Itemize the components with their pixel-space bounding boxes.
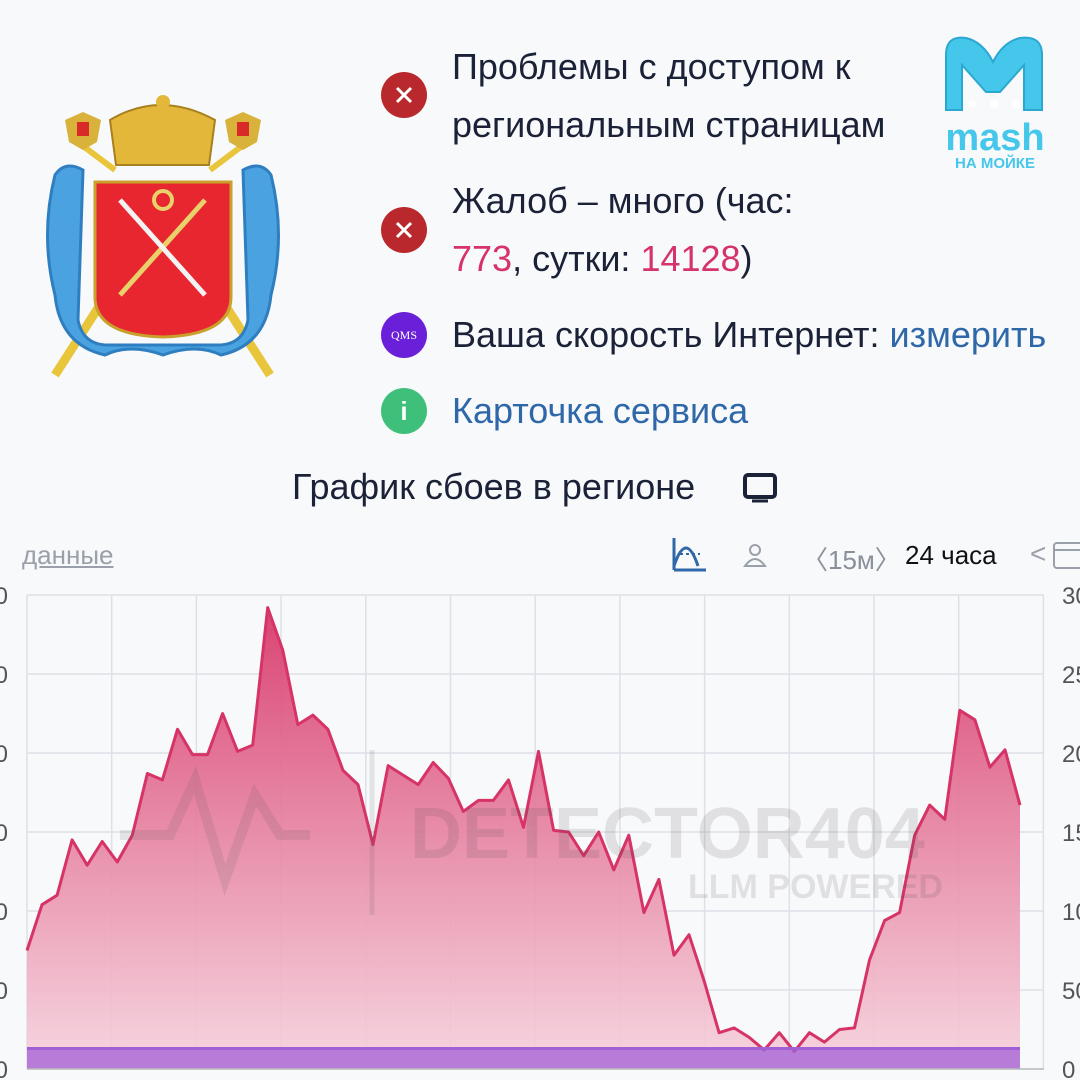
prev-button[interactable]: < <box>1030 538 1047 569</box>
watermark-title: DETECTOR404 <box>410 794 925 874</box>
y2-tick-label: 200 <box>1062 741 1080 768</box>
error-icon <box>381 72 427 118</box>
user-button[interactable] <box>742 542 768 568</box>
monitor-icon <box>743 473 777 503</box>
status-text: Ваша скорость Интернет: измерить <box>452 306 1046 364</box>
logo-brand: mash <box>945 117 1044 159</box>
chart: 0 0 50 50 100 100 150 150 200 200 250 250 300 300 DET… <box>0 583 1080 1080</box>
interval-button[interactable]: 〈15м〉 <box>802 545 901 575</box>
y2-tick-label: 250 <box>1062 662 1080 689</box>
y-tick-label: 100 <box>0 899 8 926</box>
status-text: Проблемы с доступом к региональным страни… <box>452 38 885 154</box>
hour-count: 773 <box>452 238 513 279</box>
y2-tick-label: 100 <box>1062 899 1080 926</box>
y-tick-label: 200 <box>0 741 8 768</box>
status-line: Ваша скорость Интернет: <box>452 314 880 355</box>
logo-sub: НА МОЙКЕ <box>955 154 1035 172</box>
data-link[interactable]: данные <box>22 540 114 570</box>
y-tick-label: 300 <box>0 583 8 610</box>
area-fill <box>27 1048 1020 1069</box>
range-button[interactable]: 24 часа <box>905 540 997 570</box>
watermark-sub: LLM POWERED <box>688 868 943 906</box>
logo: mash НА МОЙКЕ <box>945 36 1045 172</box>
status-text: Жалоб – много (час: 773, сутки: 14128) <box>452 172 794 288</box>
y2-tick-label: 150 <box>1062 820 1080 847</box>
y2-tick-label: 300 <box>1062 583 1080 610</box>
status-line: , сутки: <box>512 238 641 279</box>
y2-tick-label: 50 <box>1062 978 1080 1005</box>
coat-of-arms <box>46 95 280 378</box>
y-tick-label: 150 <box>0 820 8 847</box>
area-fill <box>27 607 1020 1069</box>
status-line: ) <box>740 238 753 279</box>
graph-title: График сбоев в регионе <box>292 466 696 507</box>
measure-link[interactable]: измерить <box>889 314 1047 355</box>
y-tick-label: 0 <box>0 1057 8 1080</box>
error-icon <box>381 207 427 253</box>
watermark: DETECTOR404 LLM POWERED <box>120 750 943 915</box>
calendar-button[interactable] <box>1052 538 1080 570</box>
status-line: региональным страницам <box>452 104 886 145</box>
card-link[interactable]: Карточка сервиса <box>452 390 749 431</box>
status-line: Жалоб – много (час: <box>452 180 794 221</box>
y2-tick-label: 0 <box>1062 1057 1075 1080</box>
y-tick-label: 50 <box>0 978 8 1005</box>
y-tick-label: 250 <box>0 662 8 689</box>
status-line: Проблемы с доступом к <box>452 46 851 87</box>
chart-mode-button[interactable] <box>670 536 708 572</box>
info-icon: i <box>381 388 427 434</box>
day-count: 14128 <box>640 238 741 279</box>
qms-badge: QMS <box>381 312 427 358</box>
area-line <box>25 606 1022 1054</box>
